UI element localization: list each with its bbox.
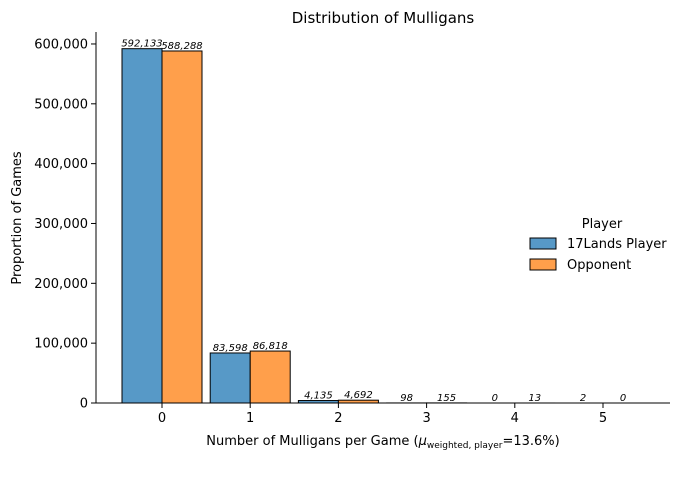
data-label-opponent-1: 86,818 xyxy=(253,341,288,352)
bar-player-0 xyxy=(121,48,163,404)
x-tick-label-3: 3 xyxy=(422,411,430,426)
x-axis-label-suffix: =13.6%) xyxy=(502,434,559,449)
legend-swatch-player xyxy=(529,237,557,250)
bar-opponent-1 xyxy=(249,350,291,404)
data-label-player-0: 592,133 xyxy=(121,39,162,50)
bar-player-1 xyxy=(209,352,251,404)
data-label-opponent-2: 4,692 xyxy=(344,390,373,401)
y-tick-label-100000: 100,000 xyxy=(34,337,88,352)
x-axis-label-mu: μ xyxy=(418,434,427,449)
legend-label-opponent: Opponent xyxy=(567,258,631,273)
x-tick-label-1: 1 xyxy=(246,411,254,426)
y-tick-label-300000: 300,000 xyxy=(34,217,88,232)
x-tick-label-0: 0 xyxy=(158,411,166,426)
bars-group xyxy=(121,48,556,404)
data-label-opponent-3: 155 xyxy=(437,393,456,404)
x-axis-label: Number of Mulligans per Game (μweighted,… xyxy=(206,434,559,451)
x-axis-label-subscript: weighted, player xyxy=(427,441,503,451)
data-label-player-5: 2 xyxy=(580,393,586,404)
y-tick-label-400000: 400,000 xyxy=(34,157,88,172)
y-tick-label-0: 0 xyxy=(80,397,88,412)
x-tick-label-5: 5 xyxy=(599,411,607,426)
y-axis: 0 100,000 200,000 300,000 400,000 500,000 600,… xyxy=(34,37,96,412)
data-label-player-4: 0 xyxy=(492,393,498,404)
data-label-opponent-5: 0 xyxy=(620,393,626,404)
data-label-player-2: 4,135 xyxy=(304,391,333,402)
legend-title: Player xyxy=(582,217,623,232)
x-axis-label-prefix: Number of Mulligans per Game ( xyxy=(206,434,418,449)
y-tick-label-500000: 500,000 xyxy=(34,97,88,112)
legend-label-player: 17Lands Player xyxy=(567,237,667,252)
data-label-player-3: 98 xyxy=(400,393,413,404)
chart-title: Distribution of Mulligans xyxy=(292,9,475,27)
data-label-player-1: 83,598 xyxy=(213,343,248,354)
x-tick-label-4: 4 xyxy=(511,411,519,426)
data-label-opponent-0: 588,288 xyxy=(161,41,202,52)
y-tick-label-200000: 200,000 xyxy=(34,277,88,292)
legend-swatch-opponent xyxy=(529,258,557,271)
legend: Player 17Lands Player Opponent xyxy=(529,217,667,273)
y-tick-label-600000: 600,000 xyxy=(34,37,88,52)
bar-opponent-0 xyxy=(161,50,203,404)
y-axis-label: Proportion of Games xyxy=(10,151,25,285)
x-tick-label-2: 2 xyxy=(334,411,342,426)
x-axis: 0 1 2 3 4 5 xyxy=(158,403,607,426)
data-label-opponent-4: 13 xyxy=(528,393,541,404)
